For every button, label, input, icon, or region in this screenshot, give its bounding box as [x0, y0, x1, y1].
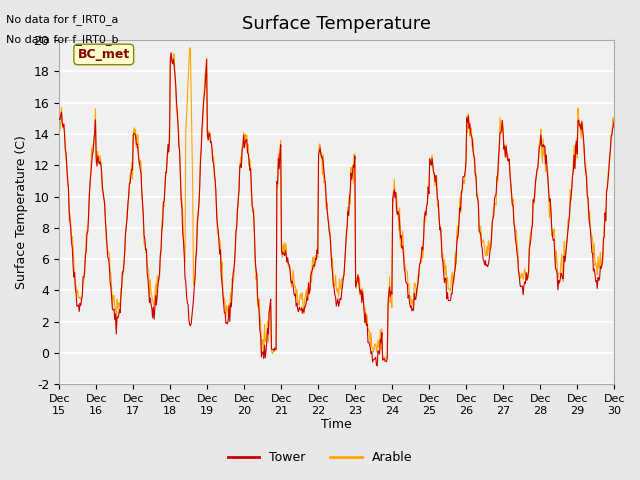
Title: Surface Temperature: Surface Temperature — [242, 15, 431, 33]
X-axis label: Time: Time — [321, 419, 352, 432]
Y-axis label: Surface Temperature (C): Surface Temperature (C) — [15, 135, 28, 289]
Text: No data for f_IRT0_b: No data for f_IRT0_b — [6, 34, 119, 45]
Text: BC_met: BC_met — [77, 48, 130, 61]
Legend: Tower, Arable: Tower, Arable — [223, 446, 417, 469]
Text: No data for f_IRT0_a: No data for f_IRT0_a — [6, 14, 119, 25]
